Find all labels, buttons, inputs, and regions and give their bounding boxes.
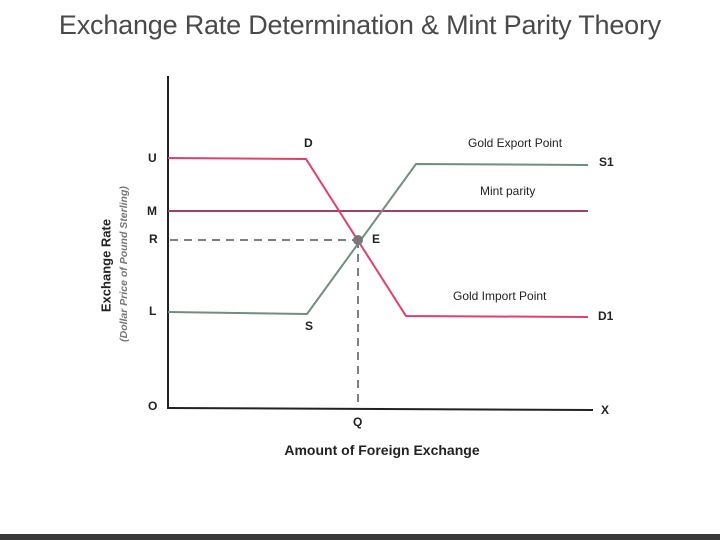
page-title: Exchange Rate Determination & Mint Parit… — [58, 10, 662, 40]
label-S: S — [305, 319, 313, 333]
x-axis — [166, 407, 594, 411]
label-Q: Q — [353, 415, 362, 429]
equilibrium-point — [353, 235, 363, 245]
gold-export-label: Gold Export Point — [468, 136, 563, 150]
label-E: E — [372, 232, 380, 246]
label-O: O — [148, 399, 157, 413]
gold-import-label: Gold Import Point — [453, 289, 547, 303]
y-axis-sublabel: (Dollar Price of Pound Sterling) — [118, 186, 130, 342]
y-axis-label: Exchange Rate — [98, 218, 114, 313]
label-M: M — [147, 204, 157, 218]
label-D1: D1 — [598, 309, 614, 323]
label-D: D — [304, 136, 313, 150]
label-L: L — [149, 304, 156, 318]
label-S1: S1 — [599, 155, 614, 169]
label-U: U — [148, 151, 157, 165]
label-R: R — [149, 232, 158, 246]
label-X: X — [601, 403, 609, 417]
bottom-bar — [0, 534, 720, 540]
mint-parity-label: Mint parity — [480, 184, 535, 198]
x-axis-label: Amount of Foreign Exchange — [284, 442, 480, 458]
